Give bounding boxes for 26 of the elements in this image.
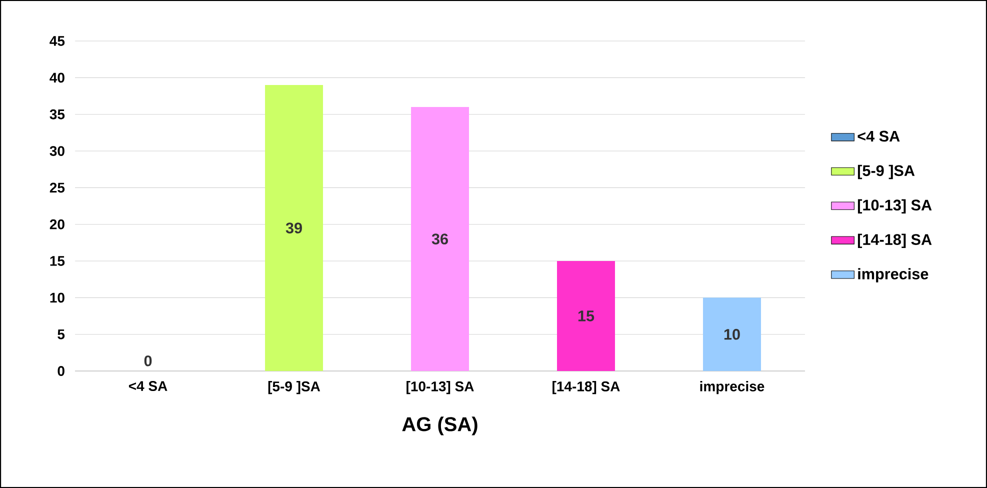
legend-label: [10-13] SA: [858, 199, 932, 214]
y-tick-label: 20: [50, 219, 64, 230]
y-tick-label: 40: [50, 72, 64, 83]
y-tick-label: 30: [50, 146, 64, 156]
y-tick-label: 15: [50, 256, 65, 266]
x-axis-title: AG (SA): [402, 416, 478, 436]
data-label: 36: [432, 234, 448, 244]
x-tick-label: <4 SA: [128, 381, 168, 391]
data-label: 10: [724, 328, 740, 340]
legend-label: imprecise: [858, 268, 928, 282]
x-tick-label: [10-13] SA: [406, 381, 474, 394]
data-label: 0: [144, 355, 152, 366]
x-tick-label: imprecise: [700, 381, 764, 394]
y-tick-label: 45: [50, 36, 65, 46]
data-label: 39: [286, 222, 302, 234]
y-tick-label: 35: [50, 109, 65, 120]
data-label: 15: [578, 310, 594, 322]
y-tick-label: 25: [50, 182, 65, 193]
y-tick-label: 5: [58, 329, 65, 340]
x-tick-label: [14-18] SA: [552, 381, 620, 394]
legend-label: [5-9 ]SA: [858, 164, 915, 180]
x-tick-label: [5-9 ]SA: [268, 381, 320, 394]
legend-label: [14-18] SA: [858, 234, 932, 248]
y-tick-label: 10: [50, 292, 64, 303]
y-tick-label: 0: [58, 366, 64, 376]
legend-label: <4 SA: [858, 130, 900, 142]
